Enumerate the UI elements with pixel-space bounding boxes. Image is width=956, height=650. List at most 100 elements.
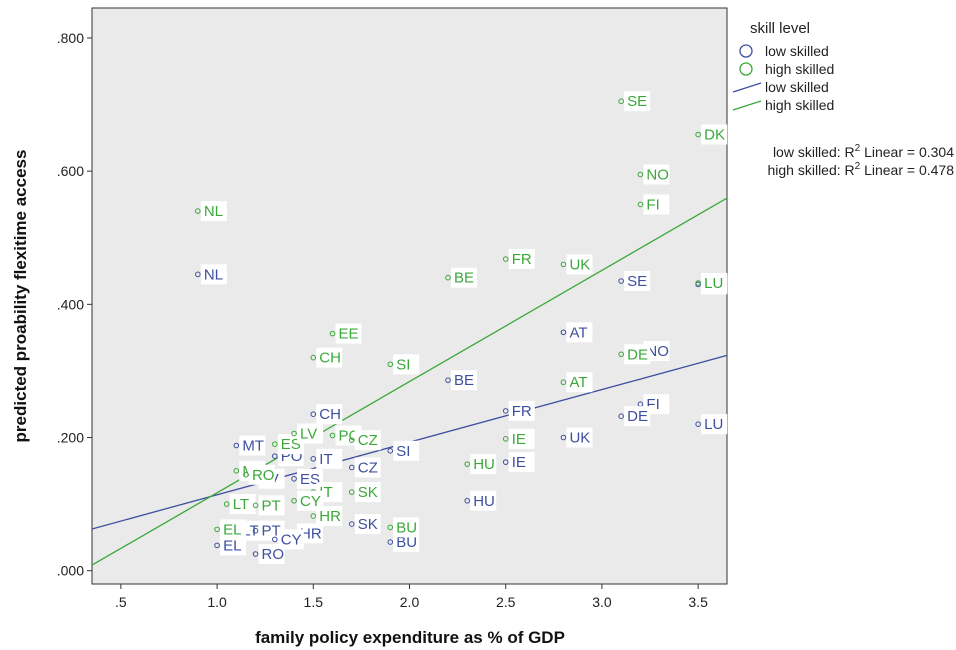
point-marker xyxy=(695,131,701,138)
point-marker xyxy=(195,208,201,214)
point-label: SK xyxy=(358,484,378,501)
point-label: LU xyxy=(704,416,723,433)
data-point-high: CH xyxy=(310,347,343,368)
point-marker xyxy=(252,502,259,509)
data-point-high: EL xyxy=(214,519,247,540)
point-label: CZ xyxy=(358,459,378,476)
data-point-high: RO xyxy=(243,464,275,485)
y-tick-label: .600 xyxy=(57,163,84,179)
point-label: SK xyxy=(358,516,378,533)
point-label-bg xyxy=(624,271,651,292)
point-marker xyxy=(272,536,278,543)
point-label-bg xyxy=(508,452,535,473)
legend-label: low skilled xyxy=(765,43,829,59)
point-label-bg xyxy=(566,322,593,343)
point-marker xyxy=(445,274,451,281)
point-label-bg xyxy=(470,490,497,511)
legend-label: high skilled xyxy=(765,97,834,113)
point-label: AT xyxy=(569,374,587,391)
point-marker xyxy=(464,497,471,504)
data-point-low: SI xyxy=(387,440,420,461)
point-label: HU xyxy=(473,456,495,473)
point-label-bg xyxy=(624,344,651,365)
legend-item-line-low: low skilled xyxy=(732,79,829,95)
point-marker xyxy=(387,448,394,454)
data-point-high: LT xyxy=(223,494,256,515)
point-label-bg xyxy=(470,454,497,475)
point-label-bg xyxy=(316,347,343,368)
point-label-bg xyxy=(239,435,266,456)
data-point-low: HU xyxy=(464,490,497,511)
point-label-bg xyxy=(450,267,477,288)
point-marker xyxy=(618,278,624,284)
x-tick-label: 3.5 xyxy=(688,594,708,610)
legend-marker xyxy=(739,44,753,58)
point-marker xyxy=(618,351,624,358)
data-point-high: NL xyxy=(195,201,227,222)
point-label-bg xyxy=(297,423,324,444)
point-marker xyxy=(502,459,509,465)
data-point-high: LU xyxy=(695,273,728,294)
point-label: BE xyxy=(454,270,474,287)
point-marker xyxy=(291,497,297,504)
point-label: DK xyxy=(704,127,725,144)
point-label: UK xyxy=(569,430,590,447)
point-marker xyxy=(348,437,355,443)
point-marker xyxy=(195,271,201,278)
point-label: CY xyxy=(300,493,321,510)
point-marker xyxy=(252,551,259,557)
y-tick-label: .400 xyxy=(57,296,84,312)
point-label-bg xyxy=(508,400,535,421)
point-marker xyxy=(445,377,451,384)
y-tick-label: .000 xyxy=(57,563,84,579)
data-point-low: IE xyxy=(502,452,535,473)
point-label: MT xyxy=(242,437,264,454)
point-label-bg xyxy=(508,249,535,270)
point-marker xyxy=(233,467,240,474)
point-label-bg xyxy=(566,427,593,448)
legend-title: skill level xyxy=(750,20,810,37)
data-point-high: FI xyxy=(637,194,670,215)
x-tick-label: 1.0 xyxy=(207,594,227,610)
point-label-bg xyxy=(643,164,670,185)
legend-item-line-high: high skilled xyxy=(732,97,834,113)
data-point-low: MT xyxy=(233,435,266,456)
r2-label: low skilled: R2 Linear = 0.304 xyxy=(773,143,954,160)
data-point-high: HU xyxy=(464,454,497,475)
point-marker xyxy=(560,261,567,268)
point-label: DE xyxy=(627,408,648,425)
point-marker xyxy=(618,413,624,419)
point-marker xyxy=(464,461,471,467)
data-point-low: UK xyxy=(560,427,593,448)
point-label: CZ xyxy=(358,432,378,449)
point-label-bg xyxy=(354,430,381,451)
point-marker xyxy=(252,527,259,534)
point-marker xyxy=(695,421,701,427)
data-point-high: DK xyxy=(695,124,728,145)
point-label: SE xyxy=(627,273,647,290)
x-tick-label: 2.0 xyxy=(400,594,420,610)
point-label: FR xyxy=(512,403,532,420)
data-point-high: IE xyxy=(502,428,535,449)
point-marker xyxy=(214,526,220,533)
point-label: LT xyxy=(233,496,249,513)
data-point-high: CZ xyxy=(348,430,381,451)
point-marker xyxy=(329,432,336,439)
point-marker xyxy=(387,539,394,545)
point-label-bg xyxy=(200,264,227,285)
point-label: IT xyxy=(319,451,332,468)
data-point-low: AT xyxy=(560,322,593,343)
legend-line xyxy=(732,82,762,93)
y-tick-label: .800 xyxy=(57,30,84,46)
point-label: CH xyxy=(319,406,341,423)
point-label-bg xyxy=(643,194,670,215)
point-marker xyxy=(348,464,355,471)
point-label: HR xyxy=(319,508,341,525)
point-label-bg xyxy=(393,354,420,375)
data-point-low: SE xyxy=(618,271,651,292)
data-point-high: SI xyxy=(387,354,420,375)
point-label: ES xyxy=(300,471,320,488)
point-marker xyxy=(214,542,220,549)
point-marker xyxy=(272,441,278,447)
point-label-bg xyxy=(258,495,285,516)
